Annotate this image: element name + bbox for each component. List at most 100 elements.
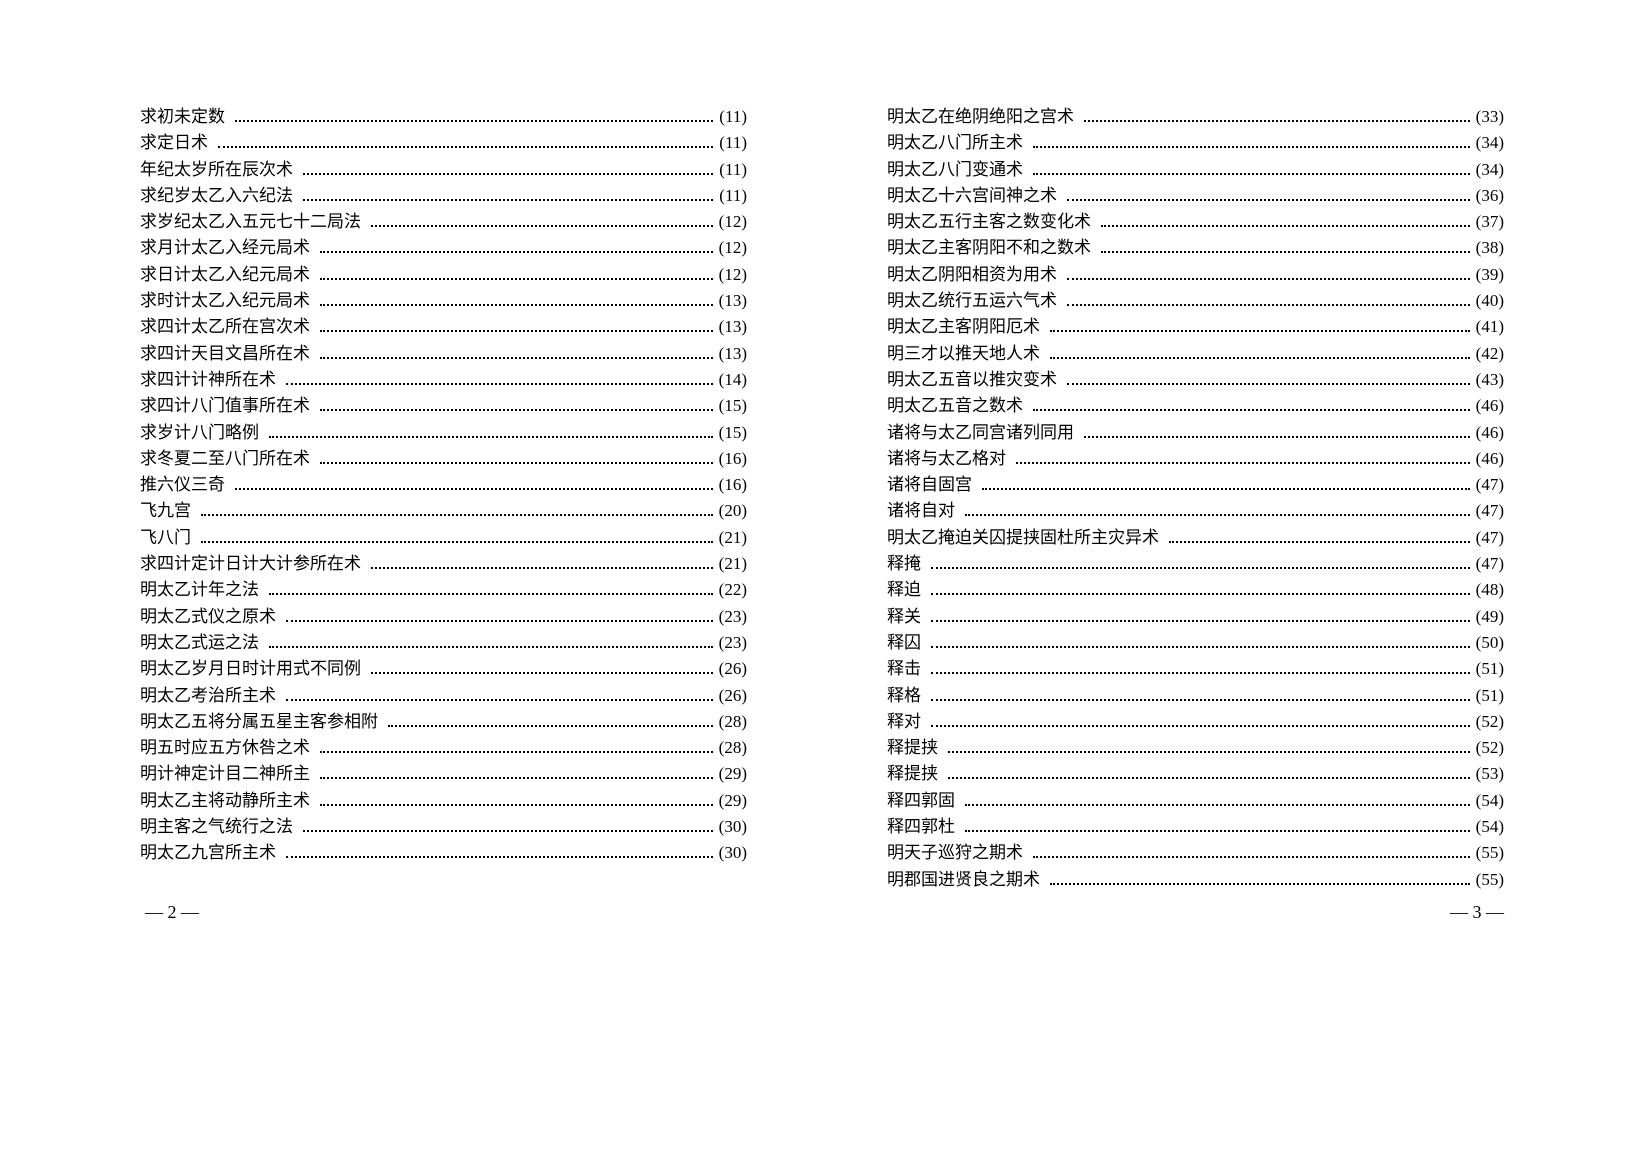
toc-title: 求纪岁太乙入六纪法 xyxy=(140,184,293,208)
toc-title: 求四计太乙所在宫次术 xyxy=(140,315,310,339)
toc-title: 明太乙九宫所主术 xyxy=(140,841,276,865)
toc-dots xyxy=(1084,120,1470,122)
toc-title: 明太乙岁月日时计用式不同例 xyxy=(140,657,361,681)
toc-title: 释提挟 xyxy=(887,762,938,786)
toc-page-ref: (28) xyxy=(719,736,747,760)
toc-title: 求四计天目文昌所在术 xyxy=(140,342,310,366)
toc-page-ref: (39) xyxy=(1476,263,1504,287)
toc-entry: 明太乙统行五运六气术(40) xyxy=(887,289,1504,313)
toc-dots xyxy=(218,146,713,148)
toc-dots xyxy=(201,541,713,543)
toc-page-ref: (23) xyxy=(719,605,747,629)
toc-title: 明郡国进贤良之期术 xyxy=(887,868,1040,892)
toc-title: 求四计计神所在术 xyxy=(140,368,276,392)
toc-title: 明太乙五音以推灾变术 xyxy=(887,368,1057,392)
toc-page-ref: (30) xyxy=(719,815,747,839)
toc-page-ref: (28) xyxy=(719,710,747,734)
toc-title: 推六仪三奇 xyxy=(140,473,225,497)
toc-dots xyxy=(931,725,1470,727)
toc-entry: 明太乙在绝阴绝阳之宫术 (33) xyxy=(887,105,1504,129)
page-number-right: — 3 — xyxy=(1450,902,1504,923)
toc-page-ref: (20) xyxy=(719,499,747,523)
toc-dots xyxy=(320,357,713,359)
toc-page-ref: (36) xyxy=(1476,184,1504,208)
toc-entry: 求四计计神所在术(14) xyxy=(140,368,747,392)
toc-page-ref: (51) xyxy=(1476,684,1504,708)
toc-dots xyxy=(1033,409,1470,411)
toc-page-ref: (11) xyxy=(719,105,747,129)
toc-entry: 明太乙主客阴阳不和之数术(38) xyxy=(887,236,1504,260)
toc-list-left: 求初未定数(11)求定日术(11)年纪太岁所在辰次术(11)求纪岁太乙入六纪法(… xyxy=(140,105,747,865)
toc-dots xyxy=(1067,278,1470,280)
toc-page-ref: (11) xyxy=(719,158,747,182)
toc-dots xyxy=(1067,199,1470,201)
toc-page-ref: (50) xyxy=(1476,631,1504,655)
toc-dots xyxy=(286,383,713,385)
toc-entry: 年纪太岁所在辰次术(11) xyxy=(140,158,747,182)
toc-dots xyxy=(269,593,713,595)
toc-dots xyxy=(320,462,713,464)
toc-entry: 求四计天目文昌所在术(13) xyxy=(140,342,747,366)
toc-page-ref: (49) xyxy=(1476,605,1504,629)
toc-list-right: 明太乙在绝阴绝阳之宫术(33)明太乙八门所主术(34)明太乙八门变通术(34)明… xyxy=(887,105,1504,891)
toc-dots xyxy=(303,199,713,201)
toc-page-ref: (33) xyxy=(1476,105,1504,129)
toc-entry: 明太乙五行主客之数变化术(37) xyxy=(887,210,1504,234)
toc-entry: 求日计太乙入纪元局术(12) xyxy=(140,263,747,287)
toc-entry: 明太乙岁月日时计用式不同例 (26) xyxy=(140,657,747,681)
toc-title: 释格 xyxy=(887,684,921,708)
toc-entry: 明主客之气统行之法(30) xyxy=(140,815,747,839)
toc-page-ref: (46) xyxy=(1476,421,1504,445)
toc-dots xyxy=(269,436,713,438)
toc-entry: 求四计定计日计大计参所在术(21) xyxy=(140,552,747,576)
toc-page-ref: (47) xyxy=(1476,552,1504,576)
toc-title: 明太乙主客阴阳厄术 xyxy=(887,315,1040,339)
toc-title: 明太乙计年之法 xyxy=(140,578,259,602)
page-number-left: — 2 — xyxy=(145,902,199,923)
left-page: 求初未定数(11)求定日术(11)年纪太岁所在辰次术(11)求纪岁太乙入六纪法(… xyxy=(0,0,817,1153)
toc-title: 诸将自对 xyxy=(887,499,955,523)
toc-entry: 明天子巡狩之期术(55) xyxy=(887,841,1504,865)
toc-title: 诸将与太乙格对 xyxy=(887,447,1006,471)
toc-entry: 释掩 (47) xyxy=(887,552,1504,576)
toc-dots xyxy=(320,409,713,411)
toc-page-ref: (26) xyxy=(719,657,747,681)
toc-entry: 求初未定数(11) xyxy=(140,105,747,129)
toc-title: 求时计太乙入纪元局术 xyxy=(140,289,310,313)
toc-title: 明太乙五行主客之数变化术 xyxy=(887,210,1091,234)
toc-page-ref: (47) xyxy=(1476,499,1504,523)
toc-entry: 明太乙主客阴阳厄术 (41) xyxy=(887,315,1504,339)
toc-title: 求岁纪太乙入五元七十二局法 xyxy=(140,210,361,234)
toc-title: 释迫 xyxy=(887,578,921,602)
toc-entry: 明三才以推天地人术(42) xyxy=(887,342,1504,366)
toc-dots xyxy=(1050,357,1470,359)
toc-page-ref: (12) xyxy=(719,263,747,287)
toc-dots xyxy=(371,567,713,569)
toc-dots xyxy=(235,488,713,490)
toc-title: 释掩 xyxy=(887,552,921,576)
toc-page-ref: (29) xyxy=(719,789,747,813)
toc-entry: 释迫(48) xyxy=(887,578,1504,602)
toc-title: 求岁计八门略例 xyxy=(140,421,259,445)
toc-dots xyxy=(286,620,713,622)
toc-title: 明太乙主将动静所主术 xyxy=(140,789,310,813)
toc-entry: 求时计太乙入纪元局术 (13) xyxy=(140,289,747,313)
toc-title: 明太乙在绝阴绝阳之宫术 xyxy=(887,105,1074,129)
toc-page-ref: (41) xyxy=(1476,315,1504,339)
toc-dots xyxy=(1033,856,1470,858)
toc-dots xyxy=(948,777,1470,779)
toc-entry: 明太乙八门所主术(34) xyxy=(887,131,1504,155)
toc-entry: 诸将与太乙同宫诸列同用(46) xyxy=(887,421,1504,445)
toc-title: 释囚 xyxy=(887,631,921,655)
toc-title: 明太乙式仪之原术 xyxy=(140,605,276,629)
toc-page-ref: (13) xyxy=(719,289,747,313)
toc-entry: 明太乙主将动静所主术 (29) xyxy=(140,789,747,813)
toc-dots xyxy=(303,830,713,832)
toc-dots xyxy=(286,856,713,858)
toc-entry: 求岁纪太乙入五元七十二局法(12) xyxy=(140,210,747,234)
toc-page-ref: (34) xyxy=(1476,131,1504,155)
toc-dots xyxy=(269,646,713,648)
toc-title: 诸将自固宫 xyxy=(887,473,972,497)
toc-entry: 求岁计八门略例(15) xyxy=(140,421,747,445)
toc-page-ref: (26) xyxy=(719,684,747,708)
